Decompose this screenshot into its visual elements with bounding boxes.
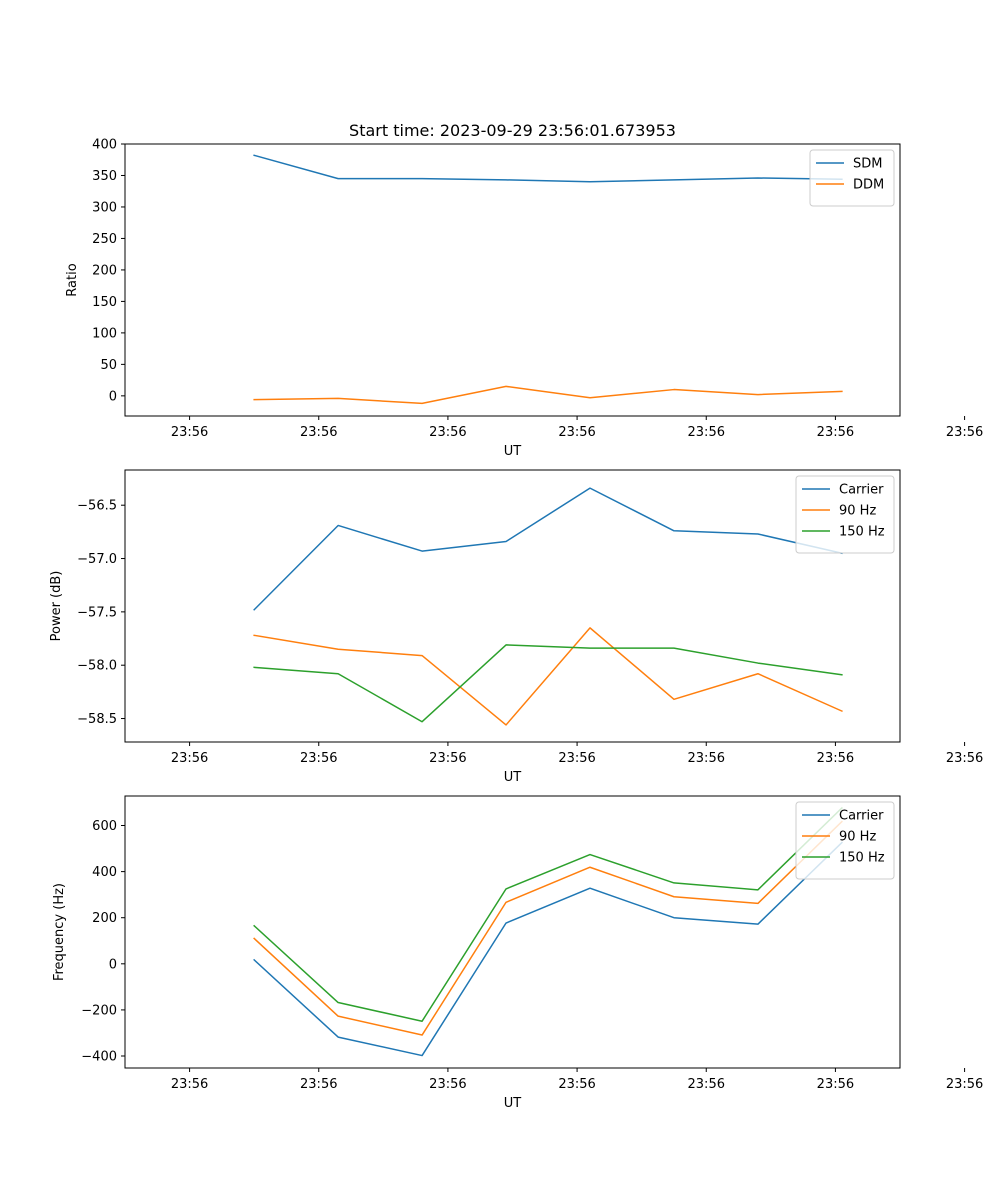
y-tick-label: −58.0 [77, 659, 117, 674]
x-tick-label: 23:56 [171, 1077, 208, 1092]
x-tick-label: 23:56 [946, 751, 983, 766]
x-tick-label: 23:56 [688, 1077, 725, 1092]
y-tick-label: −400 [81, 1050, 117, 1065]
x-tick-label: 23:56 [429, 425, 466, 440]
x-tick-label: 23:56 [429, 1077, 466, 1092]
y-tick-label: 100 [92, 326, 117, 341]
x-tick-label: 23:56 [300, 1077, 337, 1092]
y-axis-label: Ratio [65, 263, 80, 296]
y-tick-label: 350 [92, 169, 117, 184]
y-tick-label: −200 [81, 1003, 117, 1018]
chart-panel-1: 0 50 100 150 200 250 300 350 400 23:56 23:56 23:56 2… [65, 138, 983, 460]
series-line-sdm [253, 154, 843, 183]
series-line-carrier [253, 841, 843, 1057]
legend-label: 90 Hz [839, 830, 876, 845]
y-tick-label: 300 [92, 200, 117, 215]
legend-label: 150 Hz [839, 525, 885, 540]
series-line-ddm [253, 385, 843, 405]
y-axis-label: Power (dB) [49, 571, 64, 642]
legend-label: Carrier [839, 483, 884, 498]
legend: SDM DDM [809, 149, 895, 207]
x-tick-label: 23:56 [946, 425, 983, 440]
series-line-150-hz [253, 806, 843, 1022]
y-tick-label: 250 [92, 232, 117, 247]
chart-panel-2: −56.5 −57.0 −57.5 −58.0 −58.5 23:56 23:56 23:56… [49, 469, 983, 785]
x-tick-label: 23:56 [558, 751, 595, 766]
x-axis-label: UT [504, 444, 522, 459]
legend-box [795, 475, 895, 554]
x-tick-label: 23:56 [688, 751, 725, 766]
axes-frame [124, 795, 901, 1069]
y-tick-label: 600 [92, 819, 117, 834]
legend-box [809, 149, 895, 207]
y-axis-label: Frequency (Hz) [52, 883, 67, 981]
legend-label: 150 Hz [839, 851, 885, 866]
y-tick-label: 0 [109, 389, 117, 404]
x-tick-label: 23:56 [817, 1077, 854, 1092]
x-tick-label: 23:56 [429, 751, 466, 766]
y-tick-label: −56.5 [77, 499, 117, 514]
x-tick-label: 23:56 [171, 751, 208, 766]
series-line-90-hz [253, 820, 843, 1036]
y-tick-label: 400 [92, 138, 117, 153]
legend-label: Carrier [839, 809, 884, 824]
legend-label: DDM [853, 178, 884, 193]
x-tick-label: 23:56 [558, 425, 595, 440]
legend-box [795, 801, 895, 880]
x-tick-label: 23:56 [300, 425, 337, 440]
x-tick-label: 23:56 [558, 1077, 595, 1092]
x-tick-label: 23:56 [688, 425, 725, 440]
x-tick-label: 23:56 [300, 751, 337, 766]
y-tick-label: 200 [92, 911, 117, 926]
y-tick-label: 200 [92, 263, 117, 278]
x-tick-label: 23:56 [171, 425, 208, 440]
chart-panels: 0 50 100 150 200 250 300 350 400 23:56 23:56 23:56 2… [49, 138, 983, 1112]
series-line-carrier [253, 487, 843, 611]
legend: Carrier 90 Hz 150 Hz [795, 475, 895, 554]
y-tick-label: 50 [100, 358, 117, 373]
y-tick-label: −57.0 [77, 552, 117, 567]
y-tick-label: −58.5 [77, 712, 117, 727]
x-tick-label: 23:56 [946, 1077, 983, 1092]
x-axis-label: UT [504, 1096, 522, 1111]
x-tick-label: 23:56 [817, 425, 854, 440]
legend: Carrier 90 Hz 150 Hz [795, 801, 895, 880]
y-tick-label: −57.5 [77, 605, 117, 620]
series-line-90-hz [253, 627, 843, 726]
chart-panel-3: −400 −200 0 200 400 600 23:56 23:56 23:56 23:56 23… [52, 795, 983, 1111]
legend-label: SDM [853, 157, 882, 172]
x-axis-label: UT [504, 770, 522, 785]
x-tick-label: 23:56 [817, 751, 854, 766]
series-line-150-hz [253, 644, 843, 723]
y-tick-label: 400 [92, 865, 117, 880]
y-tick-label: 0 [109, 957, 117, 972]
legend-label: 90 Hz [839, 504, 876, 519]
figure-title: Start time: 2023-09-29 23:56:01.673953 [349, 121, 676, 140]
y-tick-label: 150 [92, 295, 117, 310]
axes-frame [124, 143, 901, 417]
axes-frame [124, 469, 901, 743]
